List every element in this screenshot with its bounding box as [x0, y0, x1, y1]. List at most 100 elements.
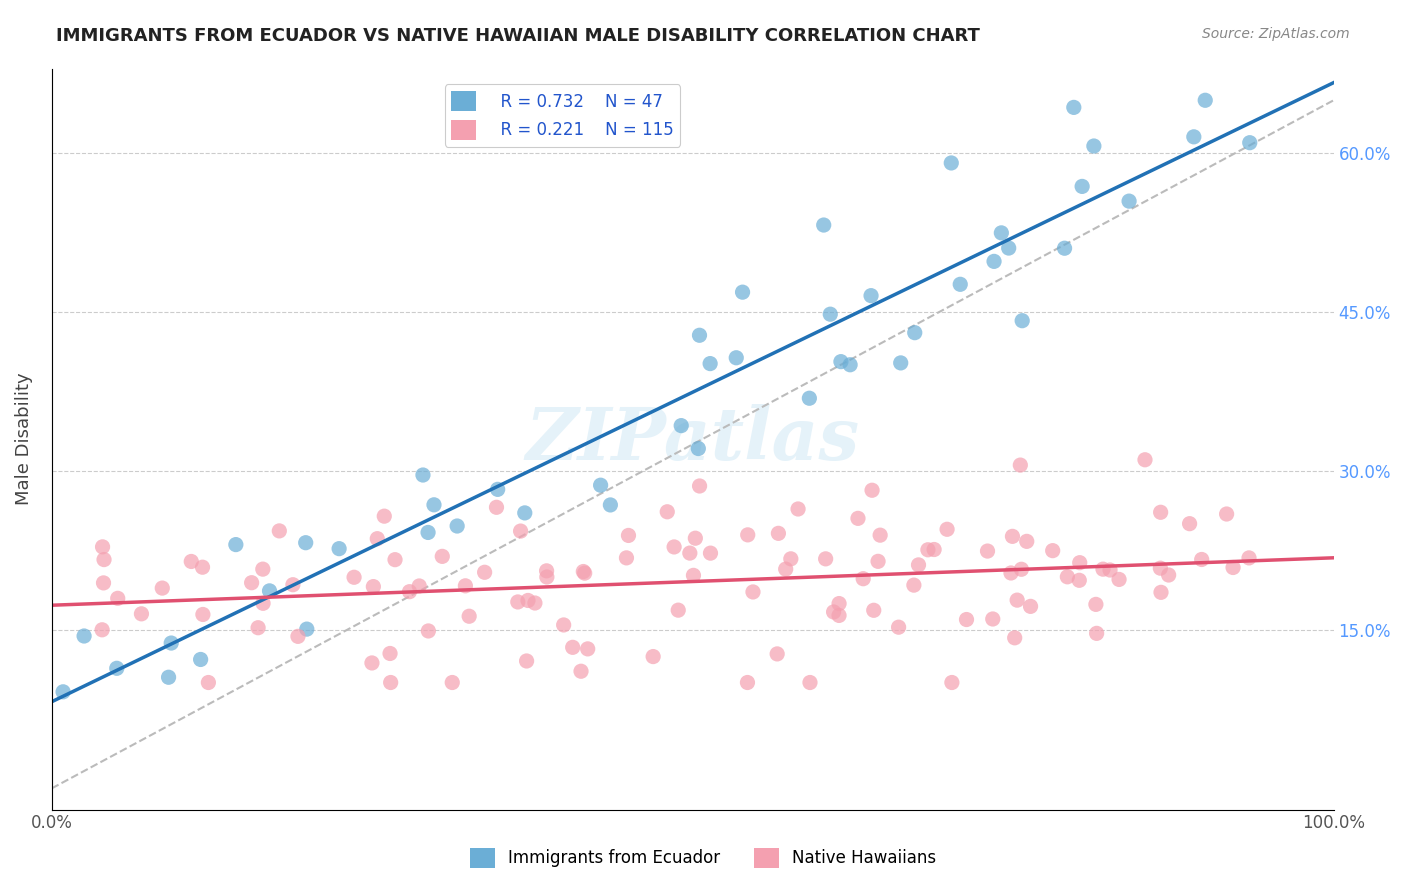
Point [408, 579, 430, 593]
Point [830, 354, 852, 368]
Point [839, 358, 862, 372]
Point [91, 540, 114, 554]
Point [380, 675, 402, 690]
Point [197, 675, 219, 690]
Point [569, 665, 592, 679]
Point [1182, 129, 1205, 144]
Point [860, 288, 883, 302]
Point [799, 391, 821, 405]
Point [157, 670, 180, 684]
Point [418, 624, 440, 638]
Point [689, 328, 711, 343]
Point [287, 629, 309, 643]
Point [688, 442, 710, 456]
Point [561, 640, 583, 655]
Point [941, 675, 963, 690]
Point [820, 307, 842, 321]
Point [699, 357, 721, 371]
Point [474, 566, 496, 580]
Point [107, 591, 129, 606]
Legend:   R = 0.732    N = 47,   R = 0.221    N = 115: R = 0.732 N = 47, R = 0.221 N = 115 [444, 84, 681, 146]
Point [191, 607, 214, 622]
Point [373, 509, 395, 524]
Point [813, 218, 835, 232]
Point [643, 649, 665, 664]
Point [191, 560, 214, 574]
Point [868, 554, 890, 568]
Point [1194, 93, 1216, 107]
Point [1001, 529, 1024, 543]
Point [1237, 550, 1260, 565]
Point [779, 552, 801, 566]
Point [823, 605, 845, 619]
Point [689, 479, 711, 493]
Point [828, 597, 851, 611]
Legend: Immigrants from Ecuador, Native Hawaiians: Immigrants from Ecuador, Native Hawaiian… [463, 841, 943, 875]
Point [1005, 593, 1028, 607]
Point [699, 546, 721, 560]
Point [589, 478, 612, 492]
Point [922, 542, 945, 557]
Point [1019, 599, 1042, 614]
Point [1091, 562, 1114, 576]
Point [941, 156, 963, 170]
Point [1222, 560, 1244, 574]
Point [936, 522, 959, 536]
Point [671, 418, 693, 433]
Point [1083, 139, 1105, 153]
Point [787, 502, 810, 516]
Point [1010, 458, 1032, 472]
Point [1010, 562, 1032, 576]
Point [536, 570, 558, 584]
Point [553, 618, 575, 632]
Point [366, 532, 388, 546]
Point [890, 356, 912, 370]
Point [616, 550, 638, 565]
Point [423, 498, 446, 512]
Point [536, 564, 558, 578]
Point [662, 540, 685, 554]
Point [1118, 194, 1140, 208]
Point [917, 542, 939, 557]
Point [679, 546, 702, 560]
Point [862, 603, 884, 617]
Point [378, 647, 401, 661]
Point [846, 511, 869, 525]
Point [976, 544, 998, 558]
Point [997, 241, 1019, 255]
Point [294, 535, 316, 549]
Point [343, 570, 366, 584]
Point [1063, 100, 1085, 114]
Point [860, 483, 883, 498]
Text: Source: ZipAtlas.com: Source: ZipAtlas.com [1202, 27, 1350, 41]
Point [1056, 570, 1078, 584]
Point [599, 498, 621, 512]
Point [887, 620, 910, 634]
Point [737, 675, 759, 690]
Point [1084, 598, 1107, 612]
Point [1108, 573, 1130, 587]
Point [1149, 505, 1171, 519]
Point [1085, 626, 1108, 640]
Point [1011, 314, 1033, 328]
Point [361, 656, 384, 670]
Point [814, 552, 837, 566]
Point [1069, 574, 1091, 588]
Text: IMMIGRANTS FROM ECUADOR VS NATIVE HAWAIIAN MALE DISABILITY CORRELATION CHART: IMMIGRANTS FROM ECUADOR VS NATIVE HAWAII… [56, 27, 980, 45]
Point [1149, 561, 1171, 575]
Point [446, 519, 468, 533]
Point [485, 500, 508, 515]
Point [576, 641, 599, 656]
Point [93, 575, 115, 590]
Point [731, 285, 754, 300]
Point [572, 565, 595, 579]
Point [517, 593, 540, 607]
Point [666, 603, 689, 617]
Point [903, 578, 925, 592]
Point [328, 541, 350, 556]
Point [955, 613, 977, 627]
Point [252, 596, 274, 610]
Point [737, 528, 759, 542]
Point [1178, 516, 1201, 531]
Point [1004, 631, 1026, 645]
